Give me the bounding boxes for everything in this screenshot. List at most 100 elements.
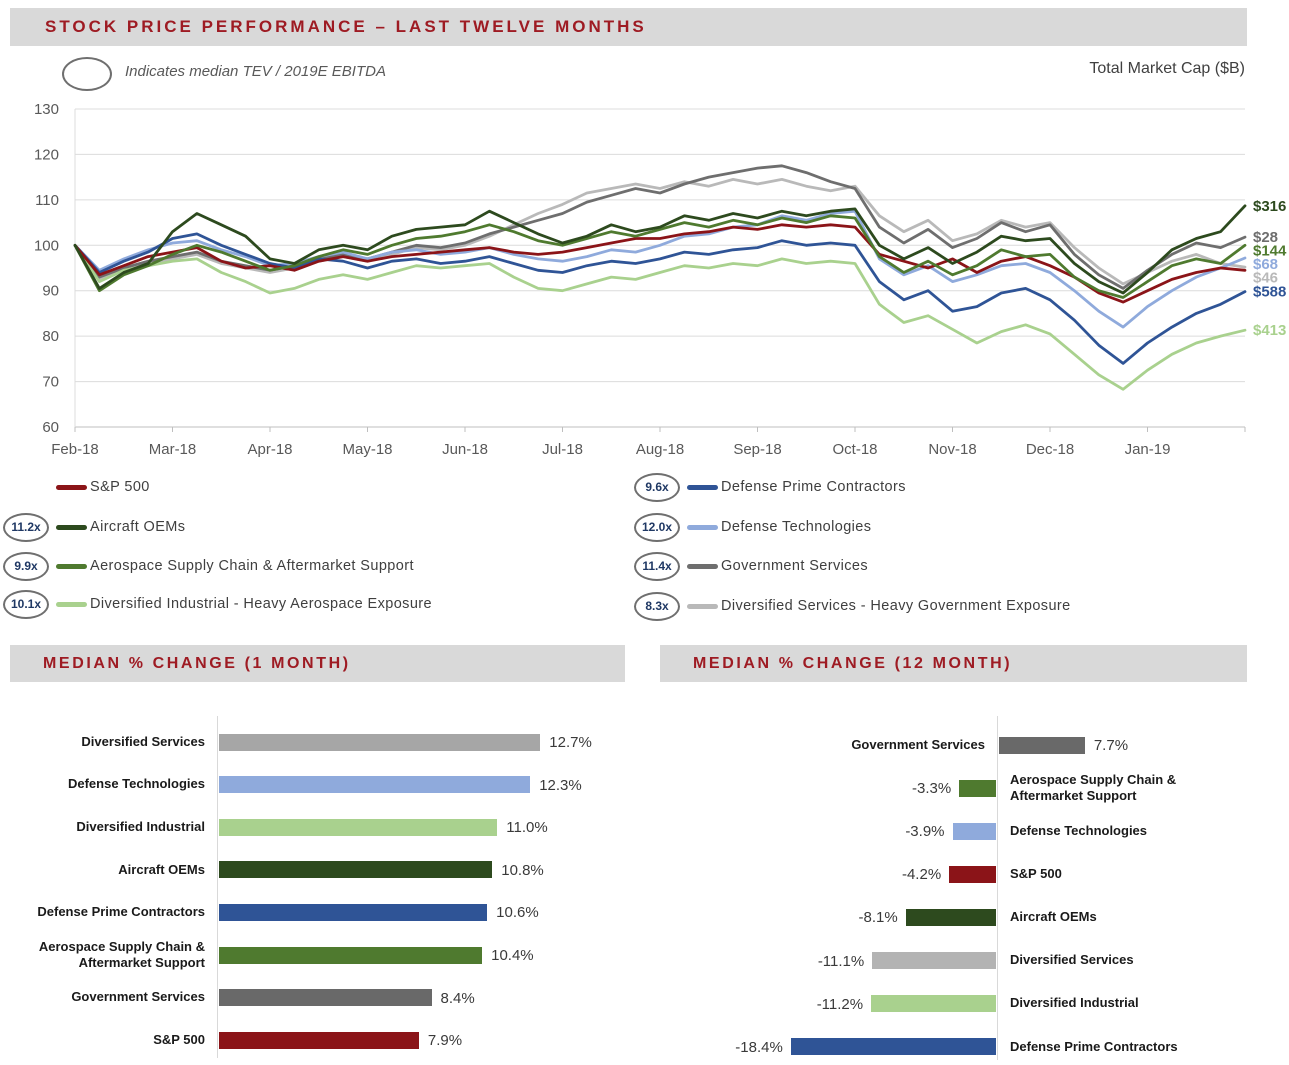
- bar-value-label: -3.9%: [905, 823, 945, 841]
- bar-category-label: Diversified Industrial: [76, 819, 205, 835]
- bar: [219, 903, 488, 921]
- tev-multiple-badge: 11.4x: [634, 551, 680, 581]
- bar-category-label: Defense Prime Contractors: [37, 904, 205, 920]
- series-color-swatch: [56, 484, 87, 490]
- median-12m-title: MEDIAN % CHANGE (12 MONTH): [693, 654, 1013, 672]
- tev-multiple-badge: 12.0x: [634, 512, 680, 542]
- y-axis-tick-label: 80: [42, 328, 59, 345]
- series-name-label: Aerospace Supply Chain & Aftermarket Sup…: [90, 558, 414, 574]
- y-axis-tick-label: 70: [42, 374, 59, 391]
- median-1m-title: MEDIAN % CHANGE (1 MONTH): [43, 654, 351, 672]
- bar: [949, 865, 996, 883]
- series-name-label: Government Services: [721, 558, 869, 574]
- bar-category-label: Government Services: [851, 736, 985, 752]
- bar: [219, 1031, 419, 1049]
- bar-chart-axis: [217, 716, 218, 1058]
- market-cap-label: $316: [1253, 198, 1286, 215]
- series-name-label: Aircraft OEMs: [90, 519, 186, 535]
- x-axis-tick-label: Mar-18: [149, 441, 197, 458]
- bar-value-label: -3.3%: [912, 780, 952, 798]
- market-cap-label: $68: [1253, 256, 1278, 273]
- bar-value-label: 11.0%: [506, 819, 548, 837]
- bar-category-label: Diversified Services: [81, 733, 205, 749]
- y-axis-tick-label: 120: [34, 146, 59, 163]
- series-line: [73, 204, 1247, 295]
- market-cap-label: $144: [1253, 243, 1287, 260]
- series-color-swatch: [687, 563, 718, 569]
- market-cap-label: $28: [1253, 229, 1278, 246]
- series-name-label: Defense Technologies: [721, 519, 872, 535]
- legend-item: 9.6x Defense Prime Contractors: [634, 471, 906, 503]
- series-color-swatch: [687, 603, 718, 609]
- bar-value-label: 12.7%: [549, 734, 592, 751]
- bar: [872, 952, 996, 969]
- series-name-label: S&P 500: [90, 479, 150, 495]
- bar: [219, 733, 541, 751]
- legend-item: 11.2x Aircraft OEMs: [3, 511, 185, 543]
- legend-item: 10.1x Diversified Industrial - Heavy Aero…: [3, 588, 432, 620]
- total-market-cap-label: Total Market Cap ($B): [1089, 60, 1245, 77]
- tev-ebitda-note: Indicates median TEV / 2019E EBITDA: [125, 63, 386, 80]
- bar: [219, 776, 531, 794]
- x-axis-tick-label: Feb-18: [51, 441, 99, 458]
- series-name-label: Diversified Industrial - Heavy Aerospace…: [90, 596, 432, 612]
- bar: [905, 908, 996, 926]
- series-line: [73, 177, 1247, 286]
- page-title-banner: STOCK PRICE PERFORMANCE – LAST TWELVE MO…: [10, 8, 1247, 46]
- stock-performance-line-chart: 60 70 80 90 100 110 120 130 Feb-18 Mar-18 Apr-18 Ma…: [34, 101, 1287, 458]
- y-axis-tick-label: 90: [42, 283, 59, 300]
- bar-value-label: 10.8%: [501, 861, 544, 879]
- series-line: [73, 214, 1247, 299]
- bar-category-label: Aerospace Supply Chain & Aftermarket Sup…: [38, 938, 205, 970]
- legend-item: 8.3x Diversified Services - Heavy Governm…: [634, 590, 1071, 622]
- tev-ebitda-oval-icon: [62, 57, 112, 91]
- bar-category-label: Government Services: [71, 989, 205, 1005]
- bar-category-label: Defense Prime Contractors: [1010, 1038, 1178, 1054]
- tev-multiple-badge: 10.1x: [3, 589, 49, 619]
- legend-item: 12.0x Defense Technologies: [634, 511, 871, 543]
- bar-chart-axis: [997, 716, 998, 1060]
- series-color-swatch: [687, 484, 718, 490]
- x-axis-tick-label: Dec-18: [1026, 441, 1074, 458]
- bar-value-label: 12.3%: [539, 776, 582, 794]
- series-color-swatch: [56, 601, 87, 607]
- oval-spacer: [3, 473, 49, 502]
- bar-value-label: -18.4%: [735, 1038, 783, 1056]
- bar: [219, 946, 483, 964]
- y-axis-tick-label: 100: [34, 237, 59, 254]
- page-title: STOCK PRICE PERFORMANCE – LAST TWELVE MO…: [45, 17, 647, 36]
- bar-value-label: 10.6%: [496, 904, 539, 922]
- market-cap-label: $413: [1253, 322, 1286, 339]
- bar-category-label: Diversified Industrial: [1010, 995, 1139, 1011]
- bar-category-label: Aircraft OEMs: [118, 861, 205, 877]
- series-name-label: Defense Prime Contractors: [721, 479, 906, 495]
- bar-category-label: S&P 500: [1010, 866, 1062, 882]
- bar: [219, 861, 493, 879]
- bar-category-label: Diversified Services: [1010, 952, 1134, 968]
- bar-value-label: 7.9%: [427, 1032, 463, 1050]
- series-line: [73, 232, 1247, 365]
- bar-category-label: Aircraft OEMs: [1010, 909, 1097, 925]
- series-color-swatch: [687, 524, 718, 530]
- series-color-swatch: [56, 524, 87, 530]
- bar: [871, 995, 996, 1013]
- series-color-swatch: [56, 563, 87, 569]
- median-1m-banner: MEDIAN % CHANGE (1 MONTH): [10, 645, 625, 682]
- bar-category-label: Aerospace Supply Chain & Aftermarket Sup…: [1010, 771, 1177, 804]
- bar-value-label: -11.1%: [817, 952, 865, 970]
- legend-item: 9.9x Aerospace Supply Chain & Aftermarket…: [3, 550, 414, 582]
- bar-category-label: Defense Technologies: [67, 776, 205, 792]
- bar-category-label: S&P 500: [153, 1032, 205, 1048]
- bar: [790, 1038, 996, 1056]
- x-axis-tick-label: Jan-19: [1125, 441, 1171, 458]
- market-cap-label: $588: [1253, 284, 1286, 301]
- bar-value-label: -4.2%: [901, 866, 942, 884]
- x-axis-tick-label: Sep-18: [733, 441, 781, 458]
- bar-value-label: 10.4%: [491, 947, 534, 964]
- series-line: [73, 223, 1247, 304]
- legend-item: 11.4x Government Services: [634, 550, 868, 582]
- bar: [219, 989, 432, 1007]
- y-axis-tick-label: 110: [35, 192, 59, 209]
- x-axis-tick-label: Jun-18: [442, 441, 488, 458]
